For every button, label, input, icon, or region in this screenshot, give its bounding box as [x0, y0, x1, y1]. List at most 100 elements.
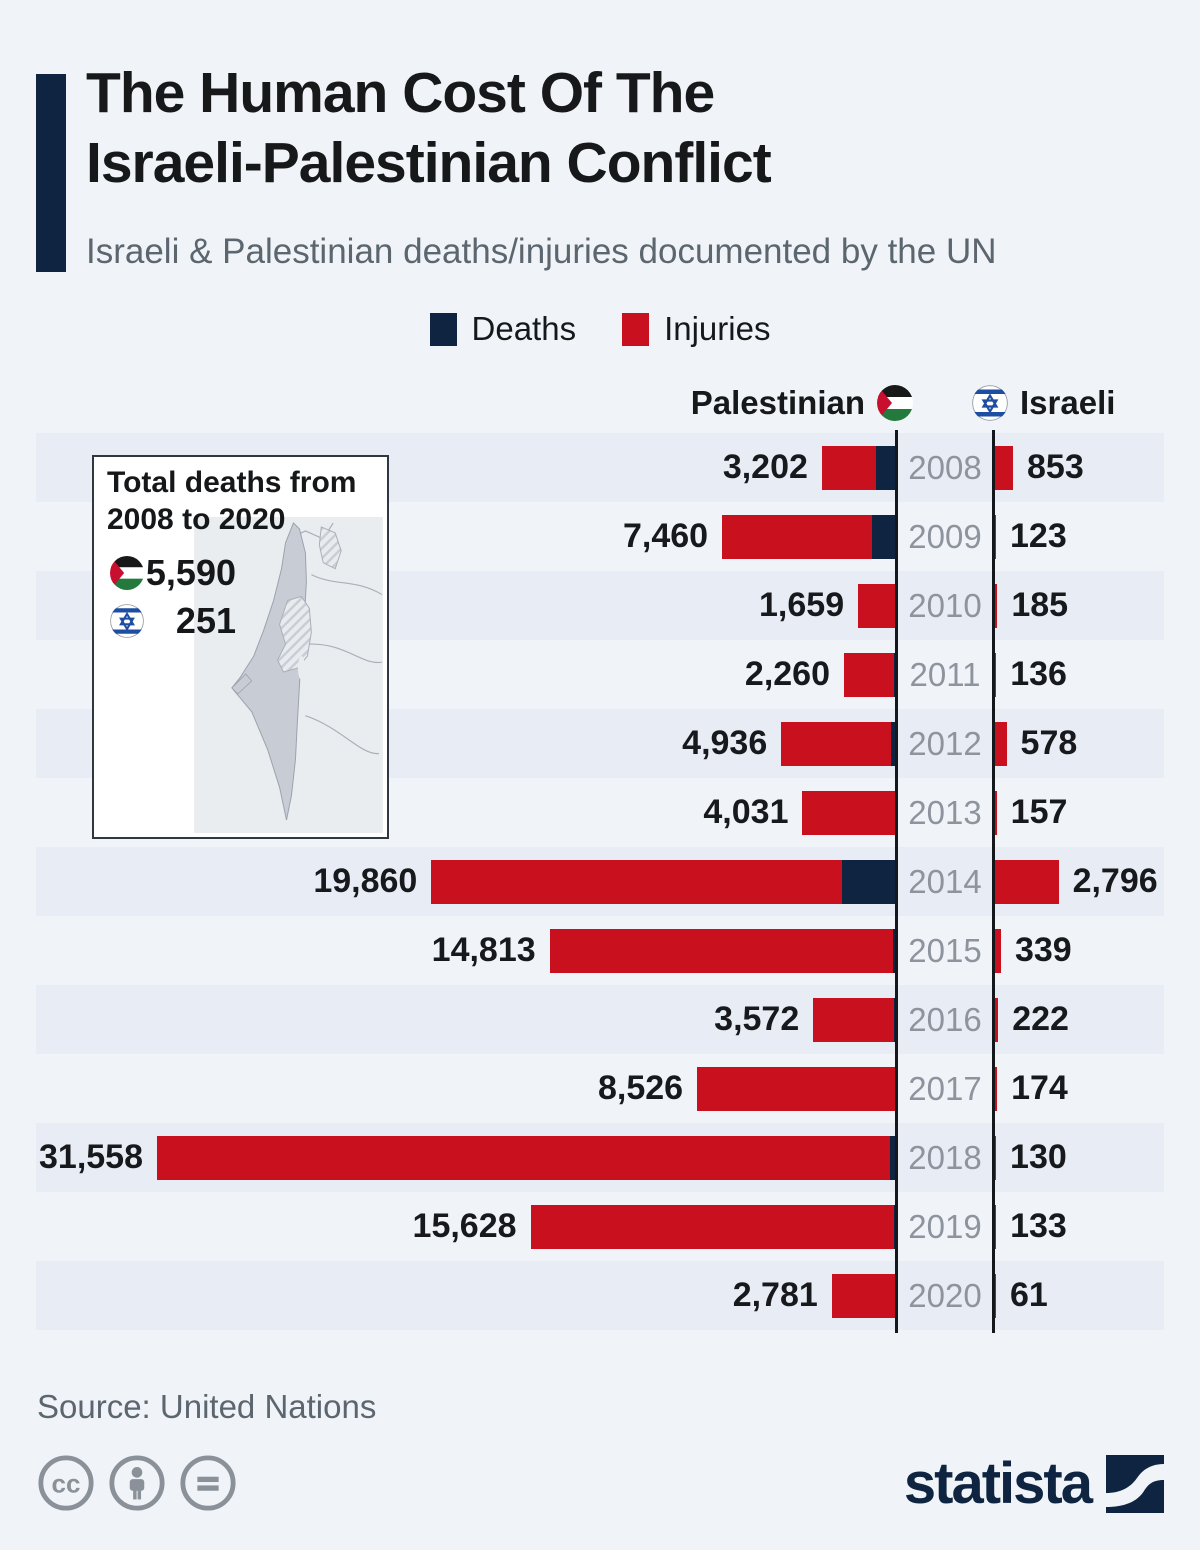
year-label-2014: 2014 [908, 862, 982, 900]
palestinian-deaths-segment-2018 [890, 1135, 897, 1180]
year-label-2017: 2017 [908, 1069, 982, 1107]
israeli-bar-2010 [993, 583, 998, 628]
palestinian-axis-line [895, 430, 898, 1333]
palestinian-column-label: Palestinian [690, 384, 865, 421]
palestinian-bar-2011 [844, 652, 897, 697]
cc-nd-equals-icon [180, 1455, 236, 1511]
israeli-value-label-2010: 185 [1011, 586, 1069, 624]
israeli-total-deaths: 251 [175, 600, 236, 641]
israeli-value-label-2009: 123 [1010, 517, 1067, 555]
palestinian-bar-2018 [157, 1135, 897, 1180]
palestinian-value-label-2020: 2,781 [732, 1276, 818, 1314]
legend-deaths-label: Deaths [471, 310, 577, 347]
chart-row-2016 [36, 985, 1164, 1054]
source-text: Source: United Nations [37, 1388, 377, 1425]
svg-text:cc: cc [51, 1469, 80, 1499]
israeli-value-label-2017: 174 [1011, 1069, 1068, 1107]
palestinian-bar-2017 [697, 1066, 897, 1111]
palestinian-total-deaths: 5,590 [145, 552, 236, 593]
palestinian-value-label-2019: 15,628 [412, 1207, 517, 1245]
year-label-2010: 2010 [908, 586, 982, 624]
israel-palestine-map [194, 517, 383, 833]
israeli-bar-2008 [993, 445, 1013, 490]
license-icons: cc [37, 1454, 237, 1512]
israeli-bar-2014 [993, 859, 1059, 904]
palestinian-value-label-2012: 4,936 [682, 724, 768, 762]
legend-item-deaths: Deaths [429, 310, 577, 348]
israeli-column-header: Israeli [972, 384, 1115, 422]
palestinian-deaths-segment-2015 [892, 928, 897, 973]
palestinian-bar-2009 [722, 514, 897, 559]
legend-injuries-label: Injuries [664, 310, 771, 347]
inset-title: Total deaths from 2008 to 2020 [107, 466, 357, 536]
year-label-2012: 2012 [908, 724, 982, 762]
israeli-column-label: Israeli [1020, 384, 1116, 421]
title-accent-bar [36, 74, 66, 272]
palestinian-value-label-2010: 1,659 [759, 586, 845, 624]
palestinian-value-label-2008: 3,202 [722, 448, 808, 486]
palestinian-value-label-2014: 19,860 [313, 862, 418, 900]
statista-logo-text: statista [903, 1451, 1093, 1516]
statista-logo: statista [904, 1450, 1164, 1517]
year-label-2011: 2011 [909, 655, 981, 693]
page-subtitle: Israeli & Palestinian deaths/injuries do… [86, 232, 997, 271]
israeli-axis-line [992, 430, 995, 1333]
palestinian-bar-2015 [549, 928, 897, 973]
palestinian-deaths-segment-2009 [872, 514, 897, 559]
palestinian-bar-2020 [831, 1273, 897, 1318]
page-title: The Human Cost Of The Israeli-Palestinia… [86, 61, 772, 195]
legend-item-injuries: Injuries [622, 310, 770, 348]
israeli-value-label-2018: 130 [1010, 1138, 1067, 1176]
israeli-value-label-2016: 222 [1012, 1000, 1069, 1038]
year-label-2009: 2009 [908, 517, 982, 555]
palestinian-bar-2016 [813, 997, 897, 1042]
israeli-value-label-2013: 157 [1010, 793, 1068, 831]
total-deaths-inset: Total deaths from 2008 to 2020 5,590 251 [92, 455, 389, 839]
palestinian-deaths-segment-2012 [891, 721, 897, 766]
israeli-value-label-2011: 136 [1010, 655, 1067, 693]
palestinian-value-label-2017: 8,526 [597, 1069, 684, 1107]
year-label-2015: 2015 [908, 931, 982, 969]
israeli-value-label-2020: 61 [1010, 1276, 1048, 1314]
israeli-value-label-2008: 853 [1027, 448, 1084, 486]
israeli-value-label-2014: 2,796 [1072, 862, 1158, 900]
israeli-value-label-2019: 133 [1010, 1207, 1067, 1245]
israeli-value-label-2015: 339 [1014, 931, 1072, 969]
palestinian-value-label-2015: 14,813 [431, 931, 536, 969]
israeli-bar-2012 [993, 721, 1007, 766]
palestinian-value-label-2018: 31,558 [39, 1138, 143, 1176]
palestinian-column-header: Palestinian [691, 384, 913, 422]
palestinian-bar-2013 [802, 790, 897, 835]
palestinian-value-label-2011: 2,260 [744, 655, 831, 693]
palestinian-value-label-2009: 7,460 [622, 517, 709, 555]
palestinian-flag-icon [110, 556, 144, 590]
year-label-2008: 2008 [908, 448, 982, 486]
palestinian-bar-2008 [821, 445, 897, 490]
year-label-2020: 2020 [908, 1276, 982, 1314]
palestinian-bar-2019 [530, 1204, 897, 1249]
year-label-2013: 2013 [908, 793, 982, 831]
israeli-bar-2015 [993, 928, 1001, 973]
year-label-2018: 2018 [908, 1138, 982, 1176]
injuries-swatch-icon [622, 312, 650, 346]
deaths-swatch-icon [429, 312, 457, 346]
palestinian-flag-icon [877, 385, 913, 421]
palestinian-bar-2010 [858, 583, 897, 628]
chart-legend: Deaths Injuries [0, 310, 1200, 348]
statista-logo-mark-icon [1106, 1454, 1164, 1513]
year-label-2016: 2016 [908, 1000, 982, 1038]
palestinian-bar-2012 [781, 721, 897, 766]
palestinian-value-label-2016: 3,572 [714, 1000, 800, 1038]
israeli-bar-2016 [993, 997, 999, 1042]
israeli-flag-icon [110, 604, 144, 638]
palestinian-value-label-2013: 4,031 [703, 793, 789, 831]
israeli-bar-2017 [993, 1066, 998, 1111]
year-label-2019: 2019 [908, 1207, 982, 1245]
israeli-flag-icon [972, 385, 1008, 421]
palestinian-bar-2014 [431, 859, 897, 904]
cc-icon: cc [38, 1455, 94, 1511]
chart-row-2020 [36, 1261, 1164, 1330]
cc-by-person-icon [109, 1455, 165, 1511]
palestinian-deaths-segment-2014 [842, 859, 897, 904]
